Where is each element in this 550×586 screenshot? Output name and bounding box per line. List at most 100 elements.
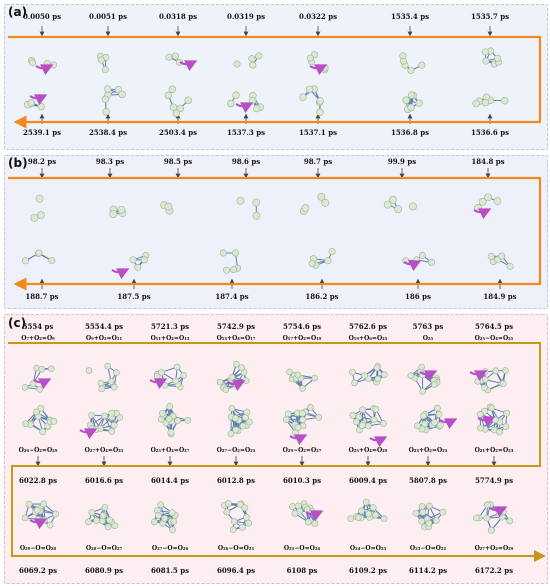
cluster-c-row2 xyxy=(282,404,323,437)
time-label-b-top: 98.7 ps xyxy=(303,157,333,166)
cluster-a-top xyxy=(306,51,329,74)
time-label-c-row2: 6022.8 ps xyxy=(18,476,58,485)
time-label-b-top: 98.3 ps xyxy=(95,157,125,166)
reaction-arrow xyxy=(149,378,168,390)
reaction-arrow xyxy=(489,506,508,518)
reaction-arrow xyxy=(235,102,254,114)
reaction-arrow xyxy=(33,378,52,390)
cluster-c-row3 xyxy=(150,501,179,534)
reaction-label-c-row2: O₂₉−O₂=O₂₇ xyxy=(282,447,322,454)
panel-b-label: (b) xyxy=(8,156,28,170)
time-label-b-bottom: 187.5 ps xyxy=(117,292,151,301)
time-label-a-top: 1535.7 ps xyxy=(470,12,510,21)
time-label-c-row1: 5762.6 ps xyxy=(348,322,388,331)
time-label-b-top: 98.2 ps xyxy=(27,157,57,166)
time-label-b-bottom: 187.4 ps xyxy=(215,292,249,301)
time-label-c-row3: 6114.2 ps xyxy=(408,566,448,575)
time-label-c-row2: 6012.8 ps xyxy=(216,476,256,485)
cluster-b-top xyxy=(30,194,45,222)
time-label-b-top: 99.9 ps xyxy=(387,157,417,166)
time-label-b-bottom: 186.2 ps xyxy=(305,292,339,301)
cluster-a-bottom xyxy=(402,91,424,114)
cluster-c-row3 xyxy=(347,498,388,523)
reaction-arrow xyxy=(79,428,98,440)
reaction-label-c-row2: O₂₁+O₂=O₂₃ xyxy=(474,447,514,454)
cluster-c-row3 xyxy=(21,500,60,529)
reaction-label-c-row1: O₁₁+O₂=O₁₃ xyxy=(150,335,190,342)
cluster-c-row2 xyxy=(476,403,511,436)
cluster-a-bottom xyxy=(23,99,45,111)
reaction-label-c-row2: O₂₅+O₄=O₂₉ xyxy=(348,447,388,454)
reaction-arrow xyxy=(29,94,48,106)
time-label-c-row3: 6172.2 ps xyxy=(474,566,514,575)
cluster-c-row3 xyxy=(221,500,252,534)
time-label-c-row2: 6010.3 ps xyxy=(282,476,322,485)
reaction-label-c-row3: O₂₇−O=O₂₆ xyxy=(151,545,189,552)
time-label-c-row3: 6109.2 ps xyxy=(348,566,388,575)
time-label-c-row1: 5554 ps xyxy=(22,322,54,331)
time-label-c-row3: 6069.2 ps xyxy=(18,566,58,575)
reaction-arrow xyxy=(309,64,328,76)
trajectory-arrow-c xyxy=(8,342,546,562)
cluster-a-top xyxy=(481,47,503,68)
reaction-arrow xyxy=(289,434,308,446)
reaction-label-c-row3: O₂₅−O=O₂₄ xyxy=(283,545,321,552)
time-label-c-row3: 6080.9 ps xyxy=(84,566,124,575)
reaction-label-c-row1: O₁₉+O₆=O₂₅ xyxy=(348,335,388,342)
time-label-b-top: 98.6 ps xyxy=(231,157,261,166)
time-label-a-bottom: 1537.1 ps xyxy=(298,128,338,137)
reaction-arrow xyxy=(111,268,130,280)
panel-a xyxy=(4,4,548,150)
cluster-b-top xyxy=(299,192,330,215)
cluster-b-bottom xyxy=(129,252,150,271)
cluster-b-top xyxy=(474,193,502,212)
cluster-c-row2 xyxy=(22,404,58,436)
reaction-label-c-row2: O₂₅+O₂=O₂₇ xyxy=(150,447,190,454)
cluster-c-row3 xyxy=(412,502,447,531)
reaction-arrow xyxy=(35,64,54,76)
time-label-c-row3: 6081.5 ps xyxy=(150,566,190,575)
panel-c xyxy=(4,314,548,584)
reaction-arrow xyxy=(469,370,488,382)
reaction-label-c-row3: O₂₄−O=O₂₃ xyxy=(349,545,387,552)
cluster-c-row3 xyxy=(85,504,119,531)
reaction-arrow xyxy=(477,416,496,428)
time-label-b-top: 98.5 ps xyxy=(163,157,193,166)
time-label-c-row2: 6014.4 ps xyxy=(150,476,190,485)
cluster-c-row1 xyxy=(21,364,55,393)
time-label-a-bottom: 2503.4 ps xyxy=(158,128,198,137)
cluster-a-bottom xyxy=(227,91,265,113)
cluster-c-row2 xyxy=(349,405,387,434)
reaction-label-c-row2: O₂₆−O₂=O₂₉ xyxy=(18,447,58,454)
reaction-label-c-row3: O₂₉−O=O₂₈ xyxy=(19,545,57,552)
time-label-c-row1: 5764.5 ps xyxy=(474,322,514,331)
cluster-c-row2 xyxy=(87,409,124,435)
cluster-c-row1 xyxy=(216,360,250,393)
time-label-c-row1: 5721.3 ps xyxy=(150,322,190,331)
time-label-a-top: 1535.4 ps xyxy=(390,12,430,21)
time-label-c-row1: 5742.9 ps xyxy=(216,322,256,331)
cluster-b-top xyxy=(236,196,261,220)
reaction-arrow xyxy=(29,518,48,530)
time-label-b-bottom: 184.9 ps xyxy=(483,292,517,301)
reaction-label-c-row2: O₂₇+O₄=O₃₁ xyxy=(84,447,124,454)
panel-c-label: (c) xyxy=(8,316,27,330)
time-label-a-top: 0.0051 ps xyxy=(88,12,128,21)
time-label-c-row2: 5774.9 ps xyxy=(474,476,514,485)
time-label-c-row1: 5554.4 ps xyxy=(84,322,124,331)
cluster-c-row1 xyxy=(153,363,187,391)
cluster-b-bottom xyxy=(21,249,56,265)
cluster-b-bottom xyxy=(487,252,514,270)
time-label-a-bottom: 1537.3 ps xyxy=(226,128,266,137)
cluster-b-top xyxy=(160,201,174,215)
cluster-c-row1 xyxy=(286,368,318,392)
cluster-a-bottom xyxy=(472,93,509,108)
reaction-label-c-row1: O₇+O₂=O₉ xyxy=(21,335,55,342)
cluster-a-top xyxy=(399,52,426,75)
time-label-c-row2: 6016.6 ps xyxy=(84,476,124,485)
time-label-c-row2: 6009.4 ps xyxy=(348,476,388,485)
cluster-b-top xyxy=(383,195,417,214)
trajectory-arrow-a xyxy=(8,35,542,129)
reaction-label-c-row1: O₁₃+O₄=O₁₇ xyxy=(216,335,256,342)
reaction-arrow xyxy=(179,60,198,72)
